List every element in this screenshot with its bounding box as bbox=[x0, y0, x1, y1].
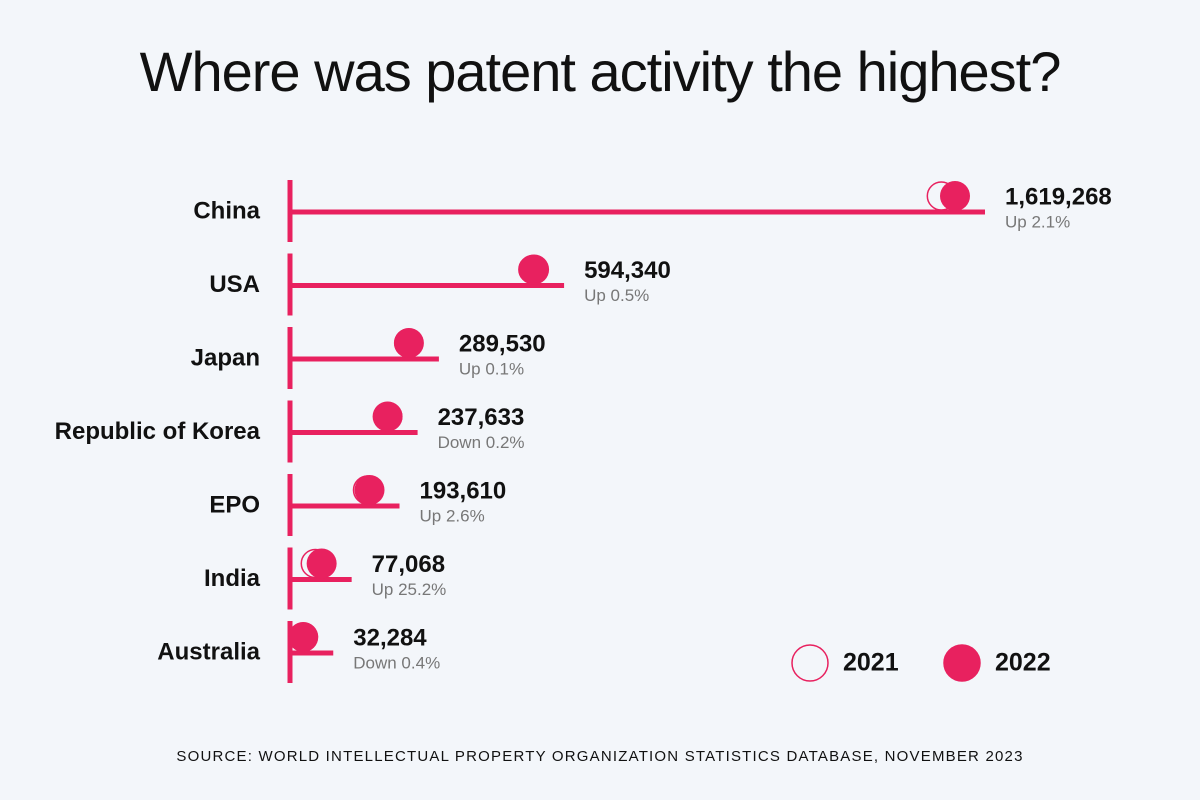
legend-label: 2021 bbox=[843, 649, 899, 677]
value-label: 1,619,268 bbox=[1005, 183, 1112, 210]
legend-label: 2022 bbox=[995, 649, 1051, 677]
change-label: Up 0.1% bbox=[459, 359, 524, 378]
dot-2022 bbox=[306, 548, 337, 579]
change-label: Up 0.5% bbox=[584, 286, 649, 305]
dot-2022 bbox=[372, 401, 403, 432]
value-label: 77,068 bbox=[372, 551, 445, 578]
change-label: Down 0.4% bbox=[353, 653, 440, 672]
category-label: China bbox=[193, 197, 260, 224]
chart-title: Where was patent activity the highest? bbox=[140, 40, 1061, 103]
value-label: 237,633 bbox=[438, 404, 525, 431]
dot-2022 bbox=[940, 181, 970, 211]
legend-marker bbox=[791, 644, 829, 682]
category-label: Australia bbox=[157, 638, 260, 665]
change-label: Up 25.2% bbox=[372, 580, 447, 599]
legend-marker bbox=[943, 644, 981, 682]
value-label: 289,530 bbox=[459, 330, 546, 357]
change-label: Up 2.6% bbox=[420, 506, 485, 525]
dot-2022 bbox=[393, 328, 424, 358]
change-label: Up 2.1% bbox=[1005, 212, 1070, 231]
dot-2022 bbox=[288, 622, 319, 652]
change-label: Down 0.2% bbox=[438, 433, 525, 452]
value-label: 32,284 bbox=[353, 624, 427, 651]
category-label: India bbox=[204, 565, 261, 592]
category-label: Japan bbox=[191, 344, 260, 371]
source-note: SOURCE: WORLD INTELLECTUAL PROPERTY ORGA… bbox=[176, 748, 1023, 765]
value-label: 193,610 bbox=[420, 477, 507, 504]
category-label: Republic of Korea bbox=[55, 418, 261, 445]
dot-2022 bbox=[354, 475, 385, 505]
value-label: 594,340 bbox=[584, 257, 671, 284]
category-label: EPO bbox=[209, 491, 260, 518]
dot-2022 bbox=[519, 254, 550, 285]
category-label: USA bbox=[209, 271, 260, 298]
